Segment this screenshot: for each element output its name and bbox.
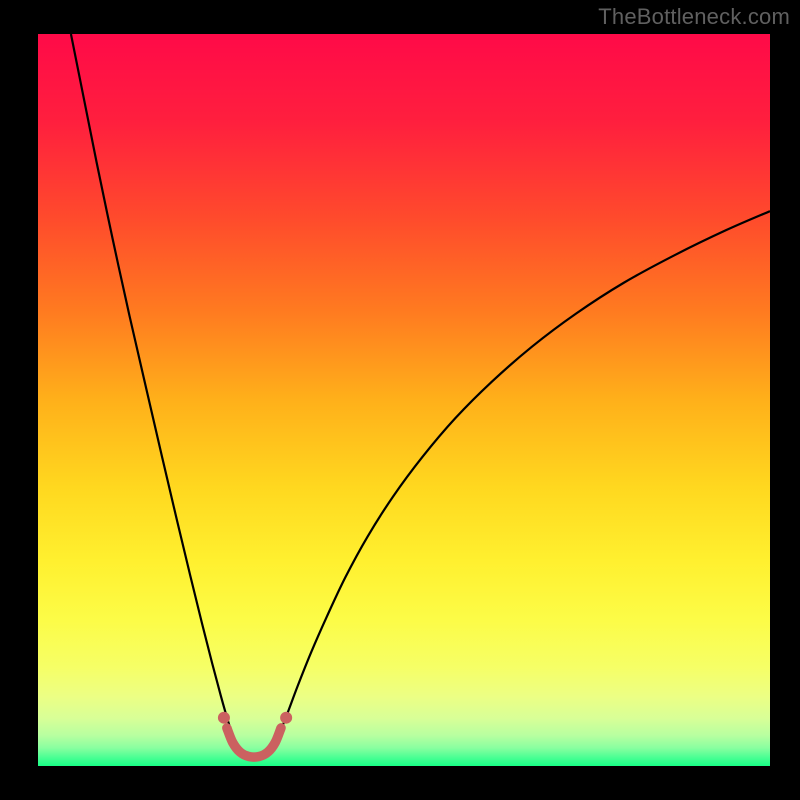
dot-left — [218, 712, 230, 724]
curve-layer — [38, 34, 770, 766]
curve-left — [71, 34, 239, 751]
dot-right — [280, 712, 292, 724]
plot-area — [38, 34, 770, 766]
stage: TheBottleneck.com — [0, 0, 800, 800]
curve-right — [271, 211, 770, 751]
bottom-arc — [227, 728, 281, 757]
watermark-text: TheBottleneck.com — [598, 4, 790, 30]
